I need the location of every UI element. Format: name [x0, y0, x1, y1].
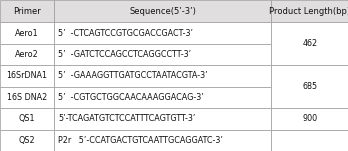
Bar [54, 44, 271, 65]
Text: QS2: QS2 [19, 136, 35, 145]
Text: Primer: Primer [13, 7, 41, 16]
Bar [54, 65, 271, 87]
Text: Aero2: Aero2 [15, 50, 39, 59]
Bar [0, 65, 54, 87]
Bar [54, 108, 271, 130]
Text: 16S DNA2: 16S DNA2 [7, 93, 47, 102]
Bar [54, 22, 271, 44]
Text: QS1: QS1 [19, 114, 35, 123]
Text: 16SrDNA1: 16SrDNA1 [7, 71, 47, 80]
Bar [0, 108, 54, 130]
Bar [271, 65, 348, 108]
Text: 900: 900 [302, 114, 317, 123]
Bar [0, 22, 54, 44]
Text: 5’  -GATCTCCAGCCTCAGGCCTT-3’: 5’ -GATCTCCAGCCTCAGGCCTT-3’ [58, 50, 191, 59]
Bar [54, 87, 271, 108]
Text: 5’  -CGTGCTGGCAACAAAGGACAG-3’: 5’ -CGTGCTGGCAACAAAGGACAG-3’ [58, 93, 204, 102]
Bar [271, 22, 348, 65]
Text: Aero1: Aero1 [15, 29, 39, 38]
Text: 5’-TCAGATGTCTCCATTTCAGTGTT-3’: 5’-TCAGATGTCTCCATTTCAGTGTT-3’ [58, 114, 196, 123]
Bar [271, 0, 348, 22]
Text: 5’  -GAAAGGTTGATGCCTAATACGTA-3’: 5’ -GAAAGGTTGATGCCTAATACGTA-3’ [58, 71, 208, 80]
Bar [0, 130, 54, 151]
Bar [271, 130, 348, 151]
Text: Product Length(bp): Product Length(bp) [269, 7, 348, 16]
Bar [54, 0, 271, 22]
Bar [54, 130, 271, 151]
Text: 462: 462 [302, 39, 317, 48]
Text: P2r   5’-CCATGACTGTCAATTGCAGGATC-3’: P2r 5’-CCATGACTGTCAATTGCAGGATC-3’ [58, 136, 223, 145]
Text: 5’  -CTCAGTCCGTGCGACCGACT-3’: 5’ -CTCAGTCCGTGCGACCGACT-3’ [58, 29, 193, 38]
Bar [0, 44, 54, 65]
Text: Sequence(5’-3’): Sequence(5’-3’) [129, 7, 196, 16]
Text: 685: 685 [302, 82, 317, 91]
Bar [0, 0, 54, 22]
Bar [271, 108, 348, 130]
Bar [0, 87, 54, 108]
